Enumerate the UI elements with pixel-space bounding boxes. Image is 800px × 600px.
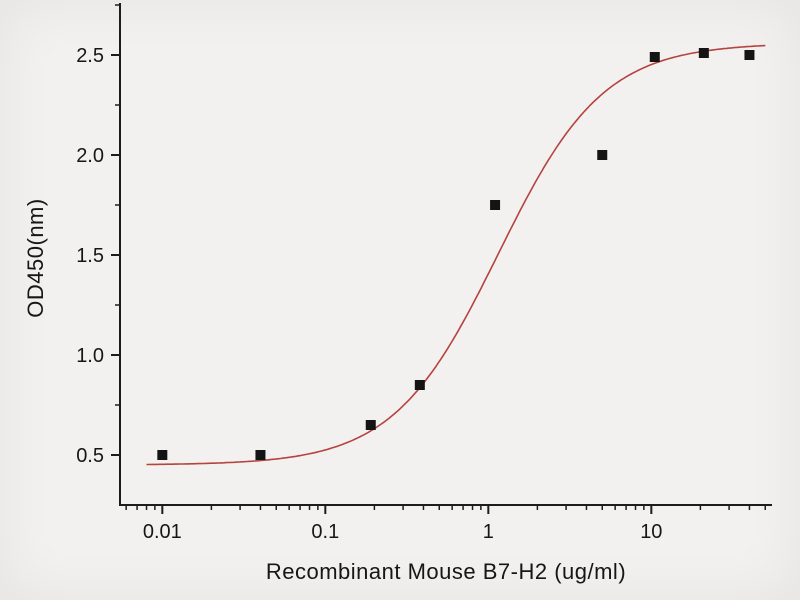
x-tick-label: 1 [483, 521, 494, 543]
data-point-marker [414, 380, 425, 390]
x-axis-label: Recombinant Mouse B7-H2 (ug/ml) [265, 559, 627, 584]
y-axis-label: OD450(nm) [23, 198, 48, 318]
data-point-marker [157, 450, 168, 460]
x-tick-label: 0.01 [143, 521, 182, 543]
data-point-marker [597, 150, 608, 160]
y-tick-label: 2.0 [76, 145, 104, 167]
axes [119, 3, 772, 506]
data-point-marker [255, 450, 266, 460]
fit-curve [146, 44, 766, 466]
x-tick-label: 10 [640, 521, 662, 543]
major-ticks [111, 54, 653, 514]
data-point-marker [649, 52, 660, 62]
y-tick-label: 1.0 [76, 345, 104, 367]
data-point-marker [698, 48, 709, 58]
minor-ticks [115, 4, 767, 510]
data-points [157, 48, 755, 460]
y-tick-label: 2.5 [76, 45, 104, 67]
data-point-marker [365, 420, 376, 430]
y-tick-label: 1.5 [76, 245, 104, 267]
data-point-marker [490, 200, 501, 210]
tick-labels: 0.01 0.1 1 10 0.5 1.0 1.5 2.0 2.5 [76, 45, 662, 543]
x-tick-label: 0.1 [311, 521, 339, 543]
y-tick-label: 0.5 [76, 445, 104, 467]
data-point-marker [744, 50, 755, 60]
